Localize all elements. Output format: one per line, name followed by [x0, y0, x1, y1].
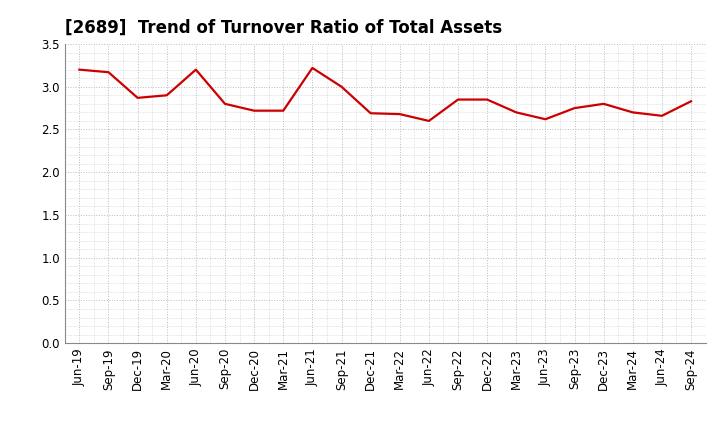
Text: [2689]  Trend of Turnover Ratio of Total Assets: [2689] Trend of Turnover Ratio of Total …	[65, 19, 502, 37]
